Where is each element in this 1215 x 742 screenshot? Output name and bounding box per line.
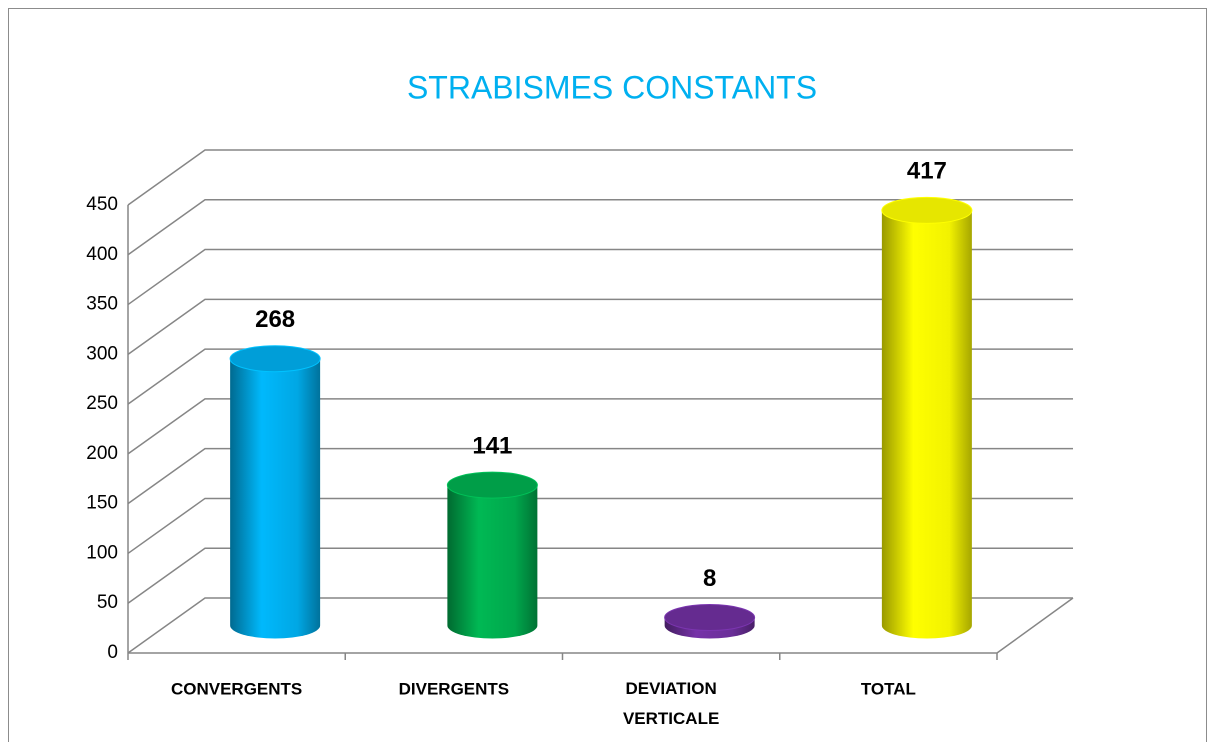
grid-line [127,149,1073,206]
x-tick-label: DIVERGENTS [399,679,510,698]
bar-top [229,345,321,373]
y-tick-label: 50 [97,592,118,613]
y-tick-label: 100 [86,542,118,563]
grid-line [127,597,1073,654]
grid-line [127,497,1073,555]
grid-line [127,547,1073,604]
y-tick-label: 0 [107,642,118,663]
chart-title: STRABISMES CONSTANTS [407,69,817,105]
grid-line [127,298,1073,355]
value-label: 268 [255,306,295,333]
grid-line [127,199,1073,256]
grid-line [127,248,1073,306]
bar [447,485,538,639]
bar [230,358,321,639]
y-tick-label: 200 [86,443,118,464]
y-tick-label: 400 [86,244,118,265]
value-label: 8 [703,565,716,592]
y-tick-label: 250 [86,393,118,414]
x-tick-label: DEVIATION VERTICALE [623,679,719,728]
grid-line [127,447,1073,505]
chart-frame [8,8,1207,742]
bar-top [664,604,756,632]
y-tick-label: 150 [86,493,118,514]
y-tick-label: 300 [86,343,118,364]
bar [881,210,972,639]
x-tick-label: TOTAL [861,679,916,698]
value-label: 417 [907,158,947,185]
y-tick-label: 350 [86,294,118,315]
grid-line [127,398,1073,455]
y-tick-label: 450 [86,194,118,215]
bar-top [446,471,538,499]
value-label: 141 [472,432,512,459]
x-tick-label: CONVERGENTS [171,679,302,698]
bar-top [881,196,973,224]
grid-line [127,348,1073,405]
